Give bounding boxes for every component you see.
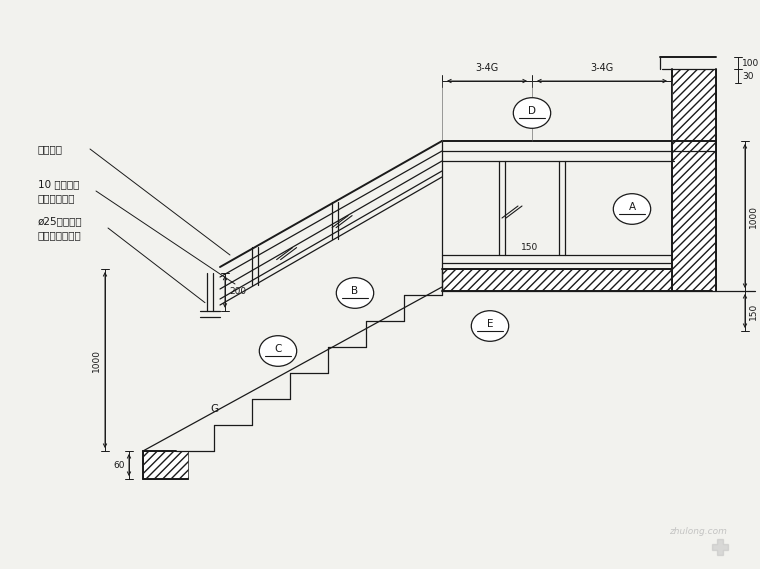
Bar [442,269,672,291]
Text: 10 厚玻璃或: 10 厚玻璃或 [38,179,79,189]
Ellipse shape [613,193,651,224]
Text: G: G [210,404,218,414]
Text: 1000: 1000 [749,204,758,228]
Text: C: C [274,344,282,354]
Text: E: E [486,319,493,329]
Text: 硬木扶手: 硬木扶手 [38,144,63,154]
Text: 200: 200 [229,287,246,296]
Text: 钢化玻璃栏板: 钢化玻璃栏板 [38,193,75,203]
Text: 或不锈锢管立柱: 或不锈锢管立柱 [38,230,82,240]
Text: zhulong.com: zhulong.com [669,526,727,535]
Ellipse shape [259,336,296,366]
Ellipse shape [513,98,551,128]
Bar [143,451,188,479]
Text: 100: 100 [742,59,759,68]
Text: 150: 150 [521,242,539,251]
Text: 150: 150 [749,302,758,320]
Text: 1000: 1000 [92,348,101,372]
Text: B: B [351,286,359,296]
Ellipse shape [336,278,374,308]
Text: D: D [528,106,536,116]
Text: 3-4G: 3-4G [475,63,499,73]
Text: 60: 60 [113,460,125,469]
Bar [672,69,716,291]
Ellipse shape [471,311,508,341]
Text: 3-4G: 3-4G [591,63,613,73]
Text: ø25锢管镀钓: ø25锢管镀钓 [38,216,83,226]
Text: 30: 30 [742,72,753,80]
Text: A: A [629,202,635,212]
